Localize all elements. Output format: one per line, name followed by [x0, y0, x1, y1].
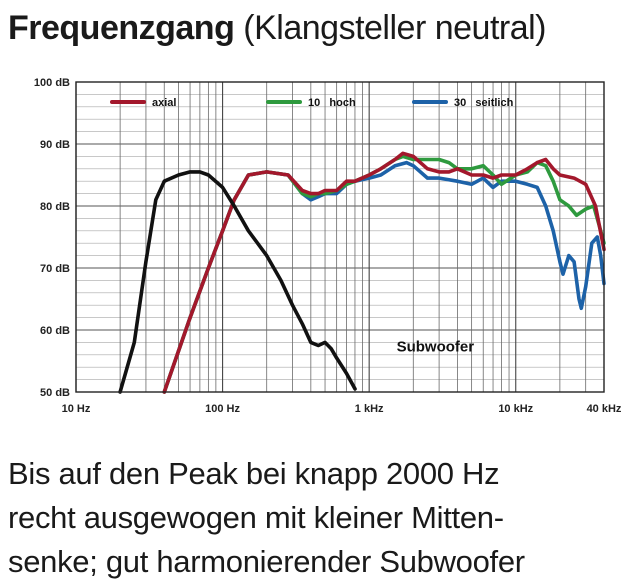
legend-label: axial [152, 97, 176, 109]
y-tick-label: 70 dB [40, 263, 70, 275]
series-line-subwoofer [118, 170, 357, 394]
chart-legend: axial 10 hoch 30 seitlich [110, 97, 514, 109]
caption-line-1: Bis auf den Peak bei knapp 2000 Hz [8, 456, 500, 491]
chart-title-subtitle: (Klangsteller neutral) [243, 9, 546, 47]
y-tick-label: 90 dB [40, 139, 70, 151]
y-tick-label: 80 dB [40, 201, 70, 213]
legend-label: 10 hoch [308, 97, 356, 109]
series-line-axial [162, 151, 606, 394]
legend-label: 30 seitlich [454, 97, 514, 109]
x-tick-label: 100 Hz [205, 403, 240, 415]
chart-series-lines [118, 151, 606, 394]
subwoofer-annotation: Subwoofer [397, 339, 475, 356]
chart-title-bold: Frequenzgang [8, 9, 235, 47]
caption-line-3: senke; gut harmonierender Subwoofer [8, 544, 525, 579]
x-tick-label: 10 kHz [498, 403, 533, 415]
y-tick-label: 100 dB [34, 77, 70, 89]
chart-caption: Bis auf den Peak bei knapp 2000 Hz recht… [8, 452, 636, 584]
x-tick-label: 40 kHz [587, 403, 622, 415]
chart-annotations: Subwoofer [397, 339, 475, 356]
y-tick-label: 60 dB [40, 325, 70, 337]
y-tick-label: 50 dB [40, 387, 70, 399]
plot-border [75, 81, 605, 393]
chart-title: Frequenzgang (Klangsteller neutral) [8, 6, 546, 50]
frequency-response-chart: 100 dB 90 dB 80 dB 70 dB 60 dB 50 dB 10 Hz 100 … [34, 77, 622, 415]
caption-line-2: recht ausgewogen mit kleiner Mitten- [8, 500, 504, 535]
chart-tick-labels: 100 dB 90 dB 80 dB 70 dB 60 dB 50 dB 10 Hz 100 … [34, 77, 622, 415]
x-tick-label: 1 kHz [355, 403, 384, 415]
chart-grid [75, 81, 605, 393]
chart-frame [75, 81, 605, 393]
x-tick-label: 10 Hz [62, 403, 91, 415]
